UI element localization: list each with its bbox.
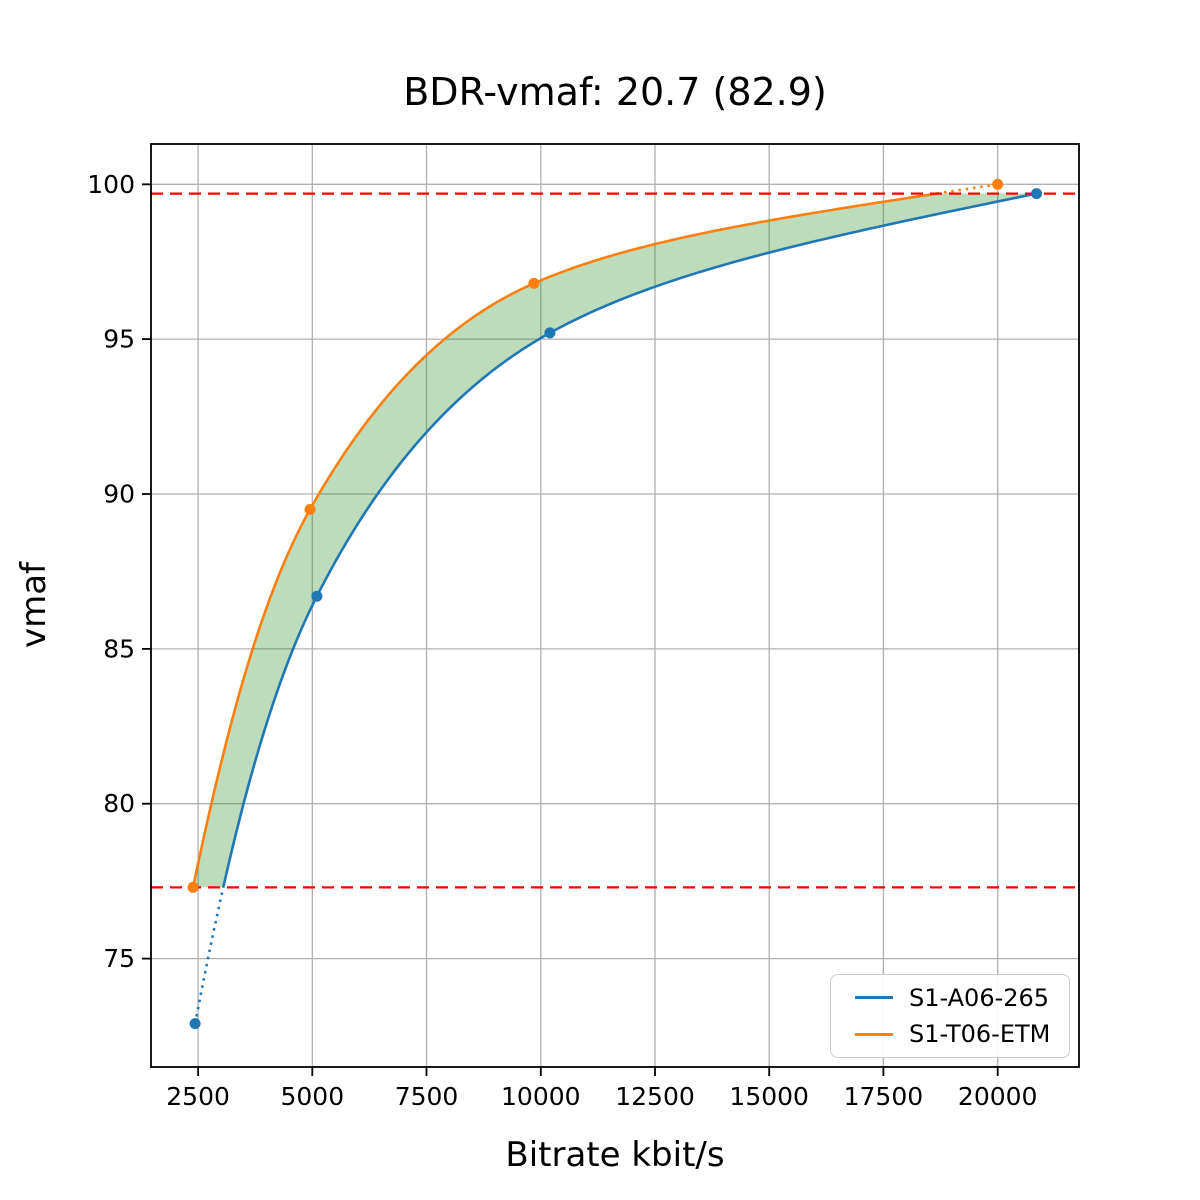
svg-text:85: 85 — [103, 634, 135, 663]
svg-text:7500: 7500 — [395, 1082, 459, 1111]
svg-text:95: 95 — [103, 325, 135, 354]
overlap-boundary-lines — [151, 192, 1079, 889]
curve-orange-dotted — [936, 182, 998, 195]
axis-ticks — [142, 183, 999, 1076]
curve-orange-solid — [191, 192, 938, 888]
svg-text:100: 100 — [87, 170, 135, 199]
svg-text:75: 75 — [103, 944, 135, 973]
svg-text:10000: 10000 — [501, 1082, 581, 1111]
tick-labels: 2500 5000 7500 10000 12500 15000 17500 20000 75 8… — [87, 170, 1037, 1111]
y-axis-label: vmaf — [14, 561, 54, 649]
grid — [151, 144, 1079, 1067]
legend-line-swatch-blue — [855, 996, 893, 1000]
svg-text:2500: 2500 — [166, 1082, 230, 1111]
chart-title: BDR-vmaf: 20.7 (82.9) — [403, 70, 827, 114]
curve-blue-dotted — [193, 887, 225, 1024]
data-point-markers — [187, 178, 1042, 1030]
x-axis-label: Bitrate kbit/s — [505, 1135, 725, 1175]
bd-overlap-band — [193, 193, 1037, 888]
legend-label: S1-A06-265 — [909, 983, 1050, 1012]
curve-blue-solid — [222, 192, 1037, 888]
axes-spines — [150, 143, 1080, 1068]
svg-text:15000: 15000 — [729, 1082, 809, 1111]
svg-text:80: 80 — [103, 789, 135, 818]
svg-text:90: 90 — [103, 480, 135, 509]
legend-entry-s1-t06-etm: S1-T06-ETM — [831, 1020, 1069, 1048]
legend: S1-A06-265 S1-T06-ETM — [830, 974, 1070, 1058]
legend-line-swatch-orange — [855, 1032, 893, 1036]
svg-text:12500: 12500 — [615, 1082, 695, 1111]
legend-entry-s1-a06-265: S1-A06-265 — [831, 984, 1069, 1012]
series-curves — [191, 182, 1037, 1024]
svg-text:20000: 20000 — [958, 1082, 1038, 1111]
legend-label: S1-T06-ETM — [909, 1020, 1051, 1049]
svg-text:17500: 17500 — [844, 1082, 924, 1111]
svg-text:5000: 5000 — [280, 1082, 344, 1111]
